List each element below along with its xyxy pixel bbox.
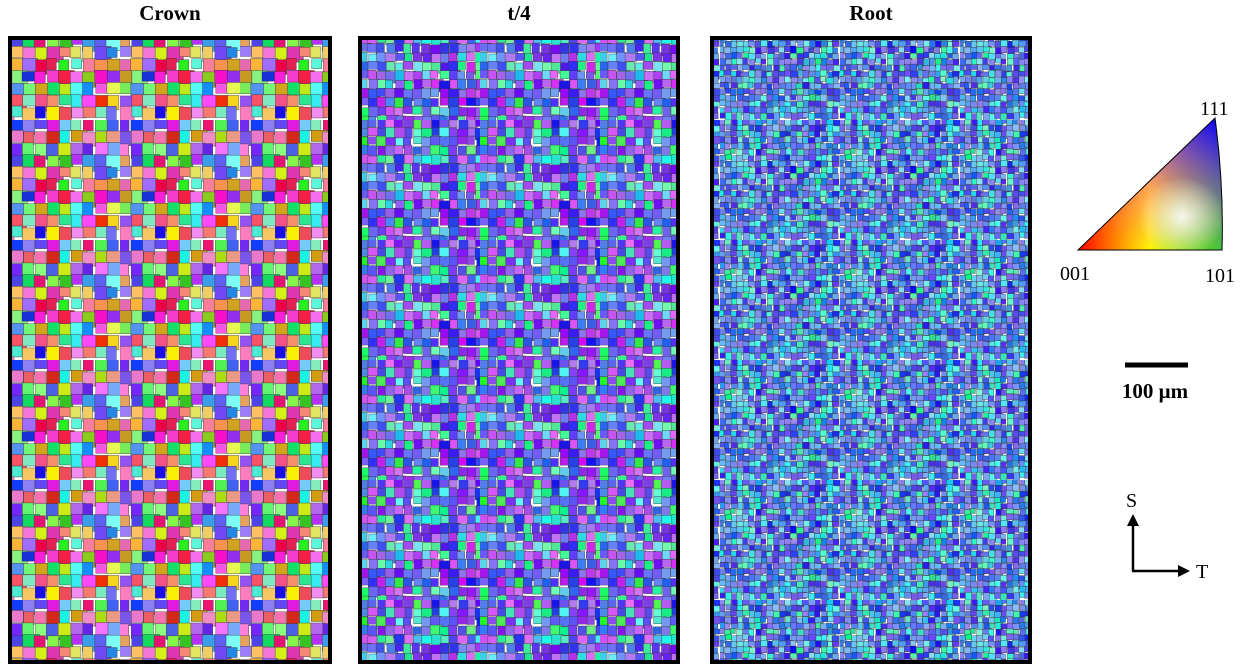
axis-label: S: [1126, 490, 1137, 512]
ipf-legend: 111 001 101: [1060, 98, 1235, 287]
scale-label: 100 μm: [1122, 379, 1189, 403]
ebsd-map: [8, 36, 332, 664]
axis-label: T: [1196, 561, 1208, 583]
direction-axes: [1127, 514, 1190, 577]
panel-title: Crown: [139, 1, 201, 25]
ebsd-map: [358, 36, 680, 664]
arrowhead: [1178, 565, 1190, 577]
panels: [8, 36, 1032, 664]
legend-outline: [1076, 116, 1223, 251]
ebsd-map: [710, 36, 1032, 664]
arrowhead: [1127, 514, 1139, 526]
legend-label: 001: [1060, 263, 1090, 285]
panel-title: t/4: [507, 1, 531, 25]
legend-label: 101: [1205, 265, 1235, 287]
legend-label: 111: [1200, 98, 1229, 120]
panel-title: Root: [849, 1, 892, 25]
